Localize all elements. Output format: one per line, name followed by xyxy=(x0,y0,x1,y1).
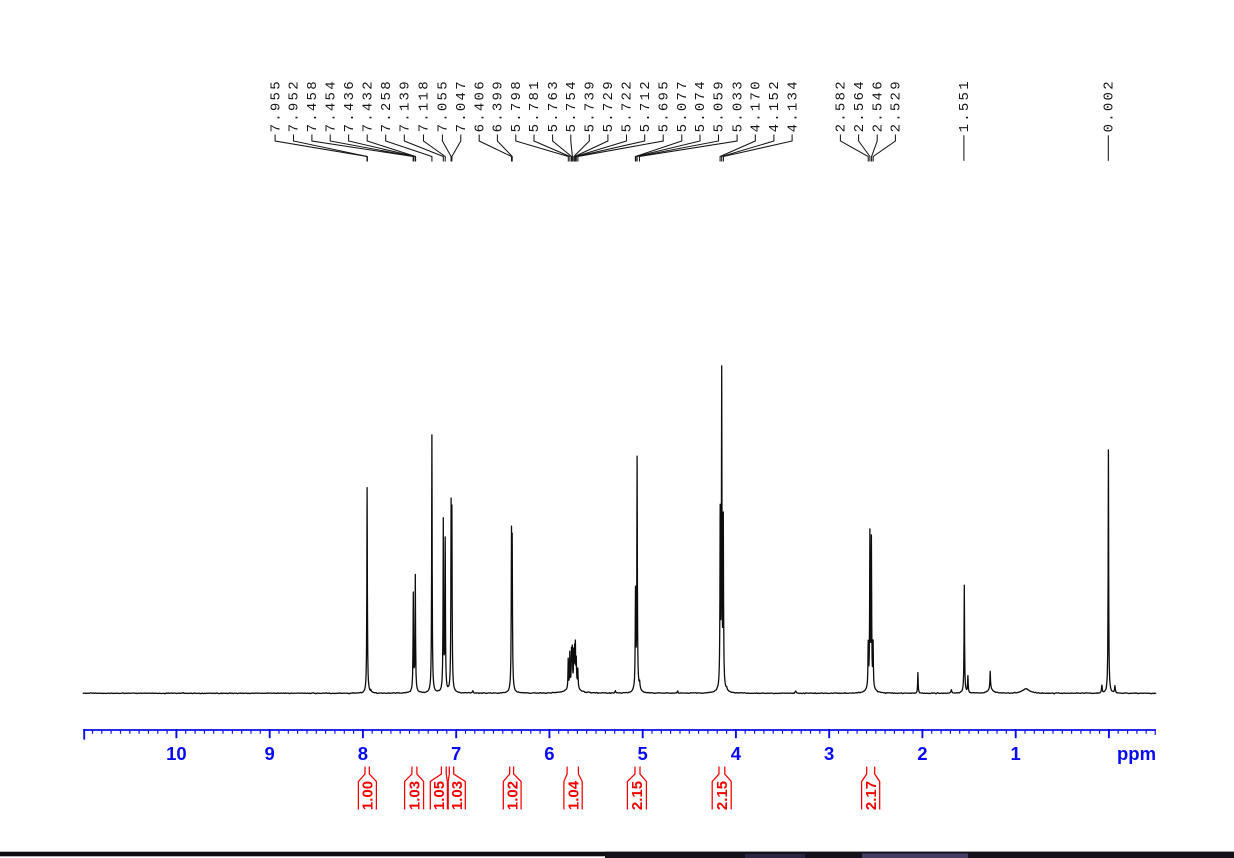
svg-text:7.458: 7.458 xyxy=(305,81,321,132)
svg-text:7.047: 7.047 xyxy=(454,81,470,132)
svg-text:5.074: 5.074 xyxy=(693,81,709,132)
svg-text:1.00: 1.00 xyxy=(360,781,377,810)
svg-text:1: 1 xyxy=(1011,743,1021,764)
svg-text:6: 6 xyxy=(544,743,554,764)
svg-text:2.546: 2.546 xyxy=(870,81,886,132)
svg-text:5.695: 5.695 xyxy=(656,81,672,132)
svg-text:0.002: 0.002 xyxy=(1102,81,1118,132)
svg-text:7.952: 7.952 xyxy=(287,81,303,132)
svg-text:5.798: 5.798 xyxy=(509,81,525,132)
svg-text:7.432: 7.432 xyxy=(360,81,376,132)
svg-text:1.05: 1.05 xyxy=(431,781,448,810)
svg-text:2.582: 2.582 xyxy=(834,81,850,132)
svg-text:4.152: 4.152 xyxy=(767,81,783,132)
svg-text:5.722: 5.722 xyxy=(620,81,636,132)
svg-text:7: 7 xyxy=(451,743,461,764)
svg-text:7.436: 7.436 xyxy=(342,81,358,132)
svg-text:5.739: 5.739 xyxy=(583,81,599,132)
svg-text:5.729: 5.729 xyxy=(601,81,617,132)
svg-text:6.399: 6.399 xyxy=(491,81,507,132)
svg-text:7.139: 7.139 xyxy=(398,81,414,132)
svg-text:1.02: 1.02 xyxy=(505,781,522,810)
svg-text:1.04: 1.04 xyxy=(565,780,582,810)
svg-text:2.15: 2.15 xyxy=(629,781,646,810)
svg-text:1.03: 1.03 xyxy=(449,781,466,810)
svg-text:8: 8 xyxy=(358,743,368,764)
svg-text:6.406: 6.406 xyxy=(472,81,488,132)
svg-text:5.077: 5.077 xyxy=(675,81,691,132)
svg-text:5.059: 5.059 xyxy=(712,81,728,132)
svg-text:10: 10 xyxy=(166,743,187,764)
svg-text:5: 5 xyxy=(638,743,648,764)
svg-text:5.754: 5.754 xyxy=(564,81,580,132)
svg-text:5.763: 5.763 xyxy=(546,81,562,132)
svg-text:9: 9 xyxy=(265,743,275,764)
svg-text:4.170: 4.170 xyxy=(749,81,765,132)
svg-text:4.134: 4.134 xyxy=(785,81,801,132)
svg-text:2.17: 2.17 xyxy=(863,781,880,810)
svg-text:2: 2 xyxy=(917,743,927,764)
svg-text:5.781: 5.781 xyxy=(527,81,543,132)
svg-text:7.258: 7.258 xyxy=(379,81,395,132)
svg-text:7.955: 7.955 xyxy=(268,81,284,132)
svg-text:4: 4 xyxy=(731,743,742,764)
svg-text:1.03: 1.03 xyxy=(406,781,423,810)
svg-text:5.033: 5.033 xyxy=(730,81,746,132)
svg-text:ppm: ppm xyxy=(1117,743,1156,764)
svg-text:7.055: 7.055 xyxy=(436,81,452,132)
svg-text:2.564: 2.564 xyxy=(852,81,868,132)
svg-text:5.712: 5.712 xyxy=(638,81,654,132)
svg-text:3: 3 xyxy=(824,743,834,764)
svg-text:1.551: 1.551 xyxy=(957,81,973,132)
svg-text:2.529: 2.529 xyxy=(889,81,905,132)
svg-text:7.118: 7.118 xyxy=(417,81,433,132)
svg-text:2.15: 2.15 xyxy=(714,781,731,810)
svg-text:7.454: 7.454 xyxy=(323,81,339,132)
